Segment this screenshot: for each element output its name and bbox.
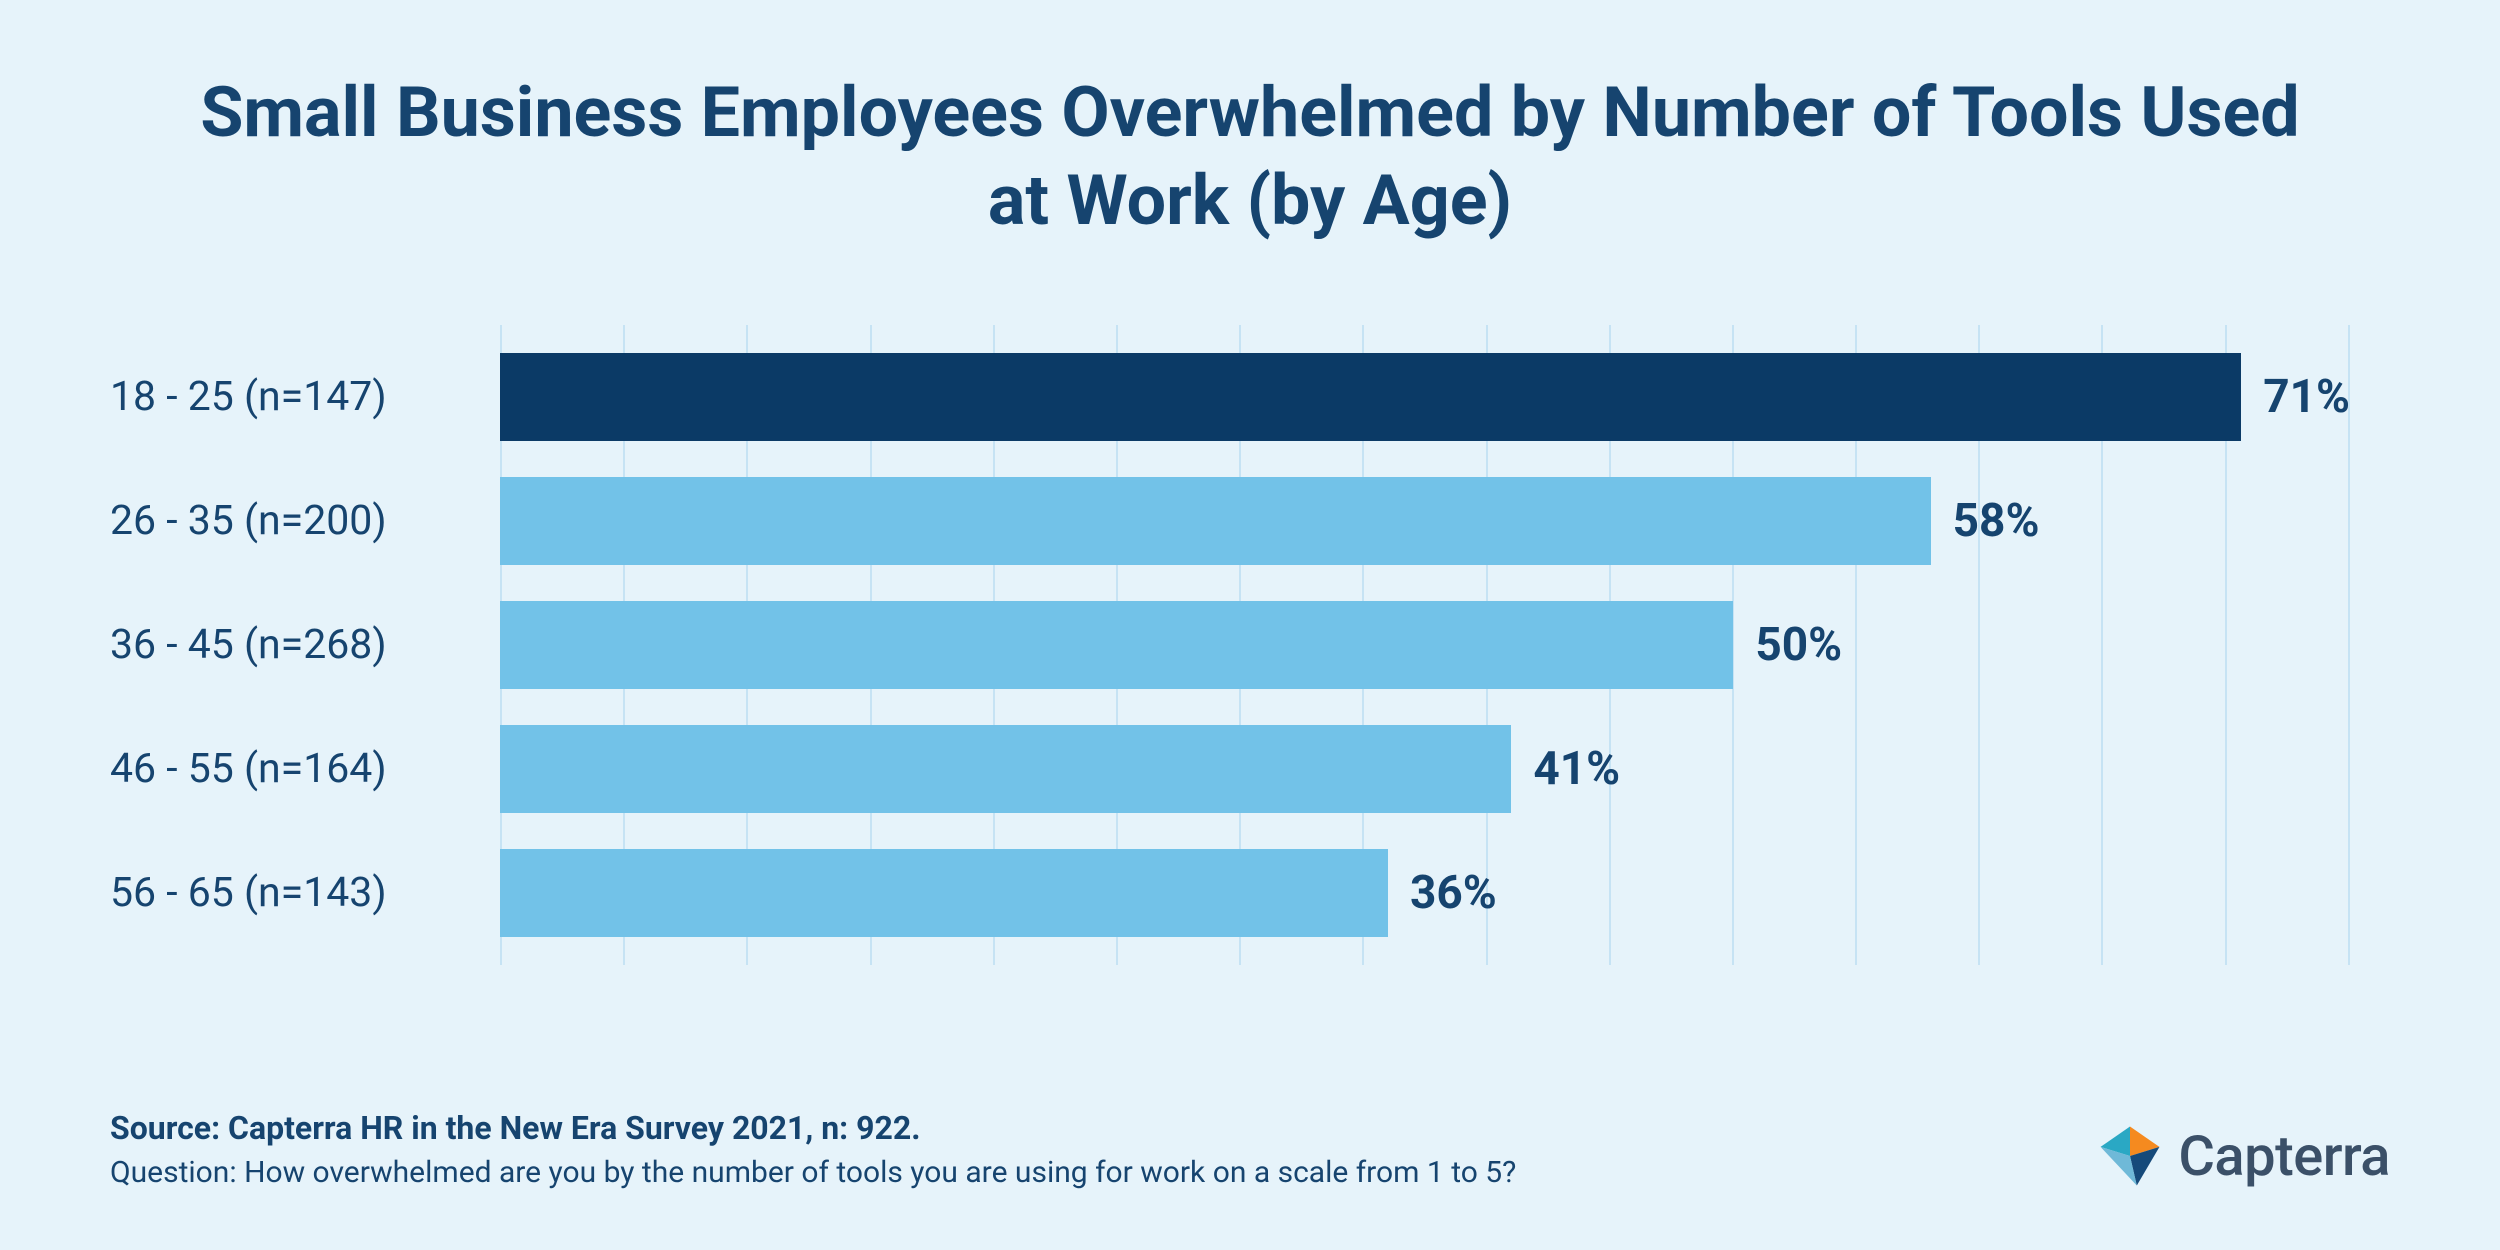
capterra-logo-icon bbox=[2096, 1122, 2164, 1190]
y-axis-label: 18 - 25 (n=147) bbox=[110, 373, 480, 421]
source-text: Source: Capterra HR in the New Era Surve… bbox=[110, 1109, 1516, 1147]
chart-area: 18 - 25 (n=147)71%26 - 35 (n=200)58%36 -… bbox=[110, 325, 2390, 1049]
bar-row: 36 - 45 (n=268)50% bbox=[500, 601, 2350, 689]
y-axis-label: 56 - 65 (n=143) bbox=[110, 869, 480, 917]
value-label: 36% bbox=[1410, 866, 1497, 920]
value-label: 50% bbox=[1755, 618, 1842, 672]
bar-row: 56 - 65 (n=143)36% bbox=[500, 849, 2350, 937]
value-label: 58% bbox=[1953, 494, 2040, 548]
capterra-logo-text: Capterra bbox=[2178, 1123, 2390, 1189]
bar bbox=[500, 725, 1511, 813]
value-label: 41% bbox=[1533, 742, 1620, 796]
y-axis-label: 36 - 45 (n=268) bbox=[110, 621, 480, 669]
bar bbox=[500, 477, 1931, 565]
bar bbox=[500, 849, 1388, 937]
bar bbox=[500, 601, 1733, 689]
chart-bars: 18 - 25 (n=147)71% 26 - 35 (n=200)58% 36 -… bbox=[500, 325, 2350, 965]
chart-plot: 18 - 25 (n=147)71% 26 - 35 (n=200)58% 36 -… bbox=[500, 325, 2350, 965]
bar-row: 26 - 35 (n=200)58% bbox=[500, 477, 2350, 565]
bar-row: 46 - 55 (n=164)41% bbox=[500, 725, 2350, 813]
y-axis-label: 26 - 35 (n=200) bbox=[110, 497, 480, 545]
source-block: Source: Capterra HR in the New Era Surve… bbox=[110, 1109, 1516, 1190]
bar-row: 18 - 25 (n=147)71% bbox=[500, 353, 2350, 441]
footer: Source: Capterra HR in the New Era Surve… bbox=[110, 1109, 2390, 1190]
capterra-logo: Capterra bbox=[2096, 1122, 2390, 1190]
value-label: 71% bbox=[2263, 370, 2350, 424]
bar bbox=[500, 353, 2241, 441]
y-axis-label: 46 - 55 (n=164) bbox=[110, 745, 480, 793]
question-text: Question: How overwhelmed are you by the… bbox=[110, 1155, 1516, 1190]
chart-title: Small Business Employees Overwhelmed by … bbox=[110, 70, 2390, 245]
